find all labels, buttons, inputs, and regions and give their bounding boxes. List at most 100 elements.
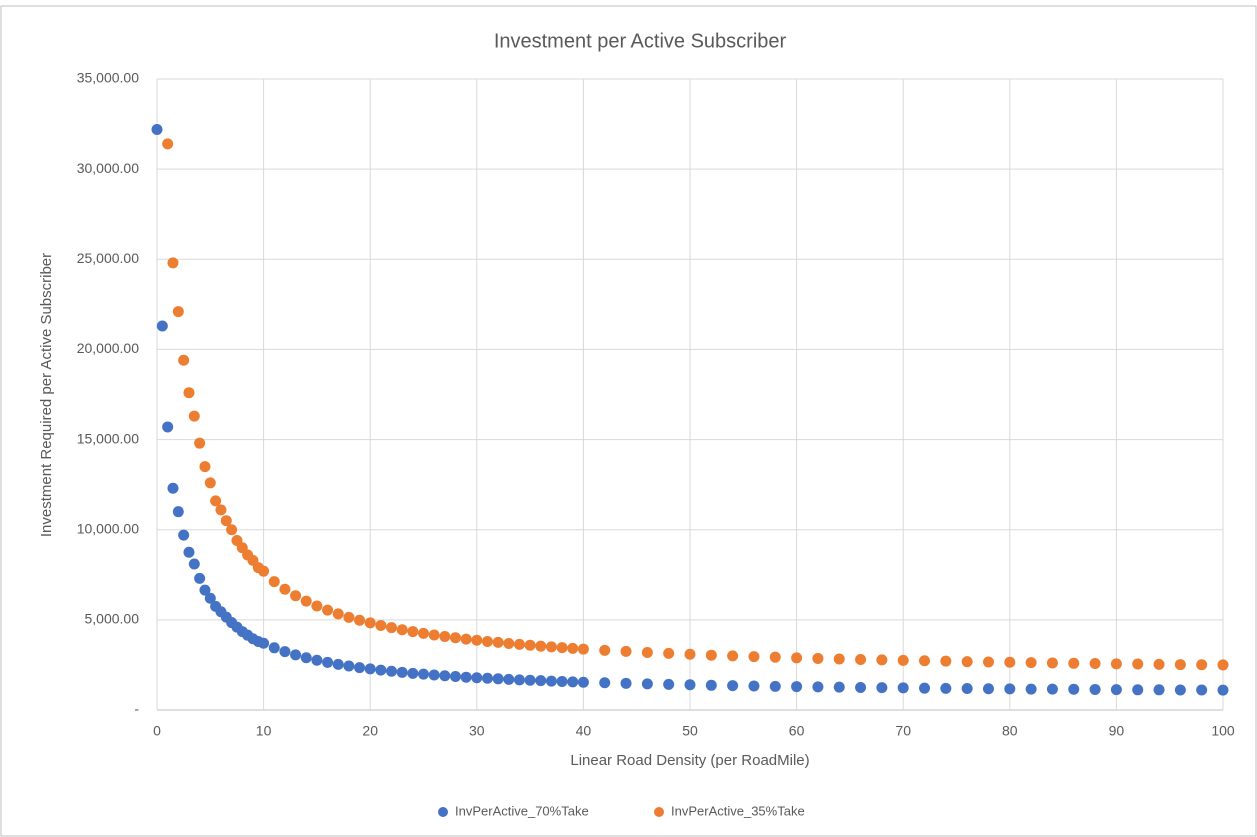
data-point	[172, 306, 184, 318]
data-point	[1132, 658, 1144, 670]
data-point	[322, 604, 334, 616]
data-point	[343, 611, 355, 623]
legend-label: InvPerActive_35%Take	[671, 803, 805, 818]
data-point	[290, 590, 302, 602]
data-point	[279, 583, 291, 595]
data-point	[481, 672, 493, 684]
data-point	[982, 656, 994, 668]
data-point	[1196, 684, 1208, 696]
data-point	[812, 681, 824, 693]
data-point	[545, 675, 557, 687]
data-point	[503, 673, 515, 685]
data-point	[151, 123, 163, 135]
data-point	[354, 614, 366, 626]
data-point	[167, 257, 179, 269]
x-tick-label: 30	[469, 723, 485, 739]
data-point	[982, 683, 994, 695]
data-point	[1153, 658, 1165, 670]
data-point	[769, 680, 781, 692]
data-point	[396, 666, 408, 678]
data-point	[375, 619, 387, 631]
data-point	[705, 649, 717, 661]
data-point	[183, 387, 195, 399]
data-point	[1174, 684, 1186, 696]
data-point	[1132, 684, 1144, 696]
data-point	[577, 643, 589, 655]
x-tick-label: 10	[256, 723, 272, 739]
data-point	[407, 667, 419, 679]
data-point	[204, 592, 216, 604]
y-tick-label: 25,000.00	[77, 250, 139, 266]
data-point	[748, 651, 760, 663]
x-tick-label: 50	[682, 723, 698, 739]
y-tick-label: 5,000.00	[85, 611, 140, 627]
data-point	[556, 676, 568, 688]
data-point	[961, 656, 973, 668]
data-point	[919, 682, 931, 694]
data-point	[545, 641, 557, 653]
y-tick-label: 20,000.00	[77, 340, 139, 356]
data-point	[322, 656, 334, 668]
data-point	[1217, 684, 1229, 696]
data-point	[343, 660, 355, 672]
data-point	[300, 652, 312, 664]
data-point	[428, 669, 440, 681]
data-point	[940, 682, 952, 694]
data-point	[641, 646, 653, 658]
data-point	[194, 572, 206, 584]
x-tick-label: 100	[1211, 723, 1235, 739]
data-point	[1025, 657, 1037, 669]
data-point	[1089, 657, 1101, 669]
data-point	[535, 675, 547, 687]
data-point	[897, 654, 909, 666]
data-point	[364, 617, 376, 629]
data-point	[876, 654, 888, 666]
data-point	[641, 678, 653, 690]
data-point	[162, 421, 174, 433]
data-point	[1068, 683, 1080, 695]
data-point	[226, 524, 238, 536]
data-point	[178, 529, 190, 541]
data-point	[727, 680, 739, 692]
data-point	[513, 674, 525, 686]
data-point	[1025, 683, 1037, 695]
data-point	[449, 670, 461, 682]
data-point	[407, 626, 419, 638]
data-point	[599, 677, 611, 689]
data-point	[199, 461, 211, 473]
data-point	[620, 677, 632, 689]
data-point	[188, 558, 200, 570]
data-point	[833, 653, 845, 665]
data-point	[1046, 657, 1058, 669]
data-point	[172, 506, 184, 518]
y-tick-label: 35,000.00	[77, 70, 139, 86]
data-point	[1004, 656, 1016, 668]
data-point	[897, 682, 909, 694]
data-point	[1153, 684, 1165, 696]
data-point	[1196, 659, 1208, 671]
data-point	[183, 546, 195, 558]
data-point	[556, 642, 568, 654]
x-tick-label: 0	[153, 723, 161, 739]
data-point	[199, 584, 211, 596]
y-tick-label: 10,000.00	[77, 520, 139, 536]
data-point	[204, 477, 216, 489]
data-point	[386, 665, 398, 677]
y-axis-label: Investment Required per Active Subscribe…	[38, 253, 55, 537]
data-point	[1004, 683, 1016, 695]
data-point	[684, 679, 696, 691]
data-point	[258, 637, 270, 649]
data-point	[258, 565, 270, 577]
data-point	[471, 672, 483, 684]
data-point	[535, 640, 547, 652]
data-point	[833, 681, 845, 693]
data-point	[727, 650, 739, 662]
data-point	[812, 652, 824, 664]
x-tick-label: 40	[576, 723, 592, 739]
data-point	[167, 482, 179, 494]
data-point	[471, 634, 483, 646]
data-point	[178, 354, 190, 366]
data-point	[364, 663, 376, 675]
data-point	[705, 679, 717, 691]
